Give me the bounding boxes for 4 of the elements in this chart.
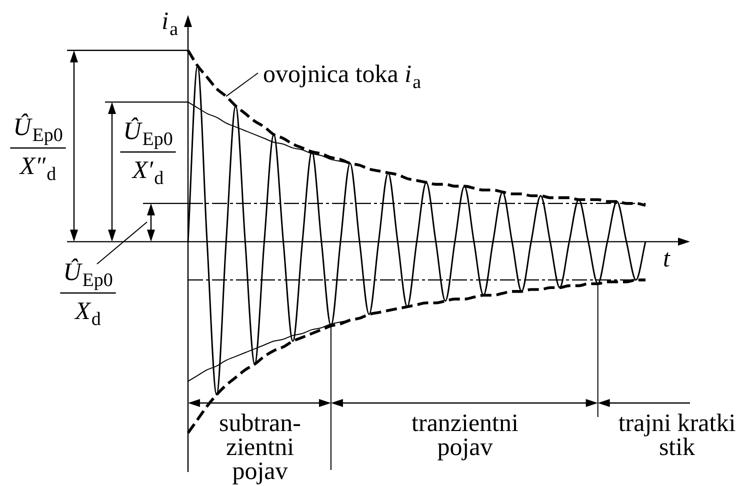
annotation: subtran- zientni pojav (219, 410, 301, 485)
annotation: trajni kratki stik (618, 410, 736, 461)
x-axis-title: t (663, 246, 672, 273)
annotation: tranzientni pojav (412, 410, 519, 461)
